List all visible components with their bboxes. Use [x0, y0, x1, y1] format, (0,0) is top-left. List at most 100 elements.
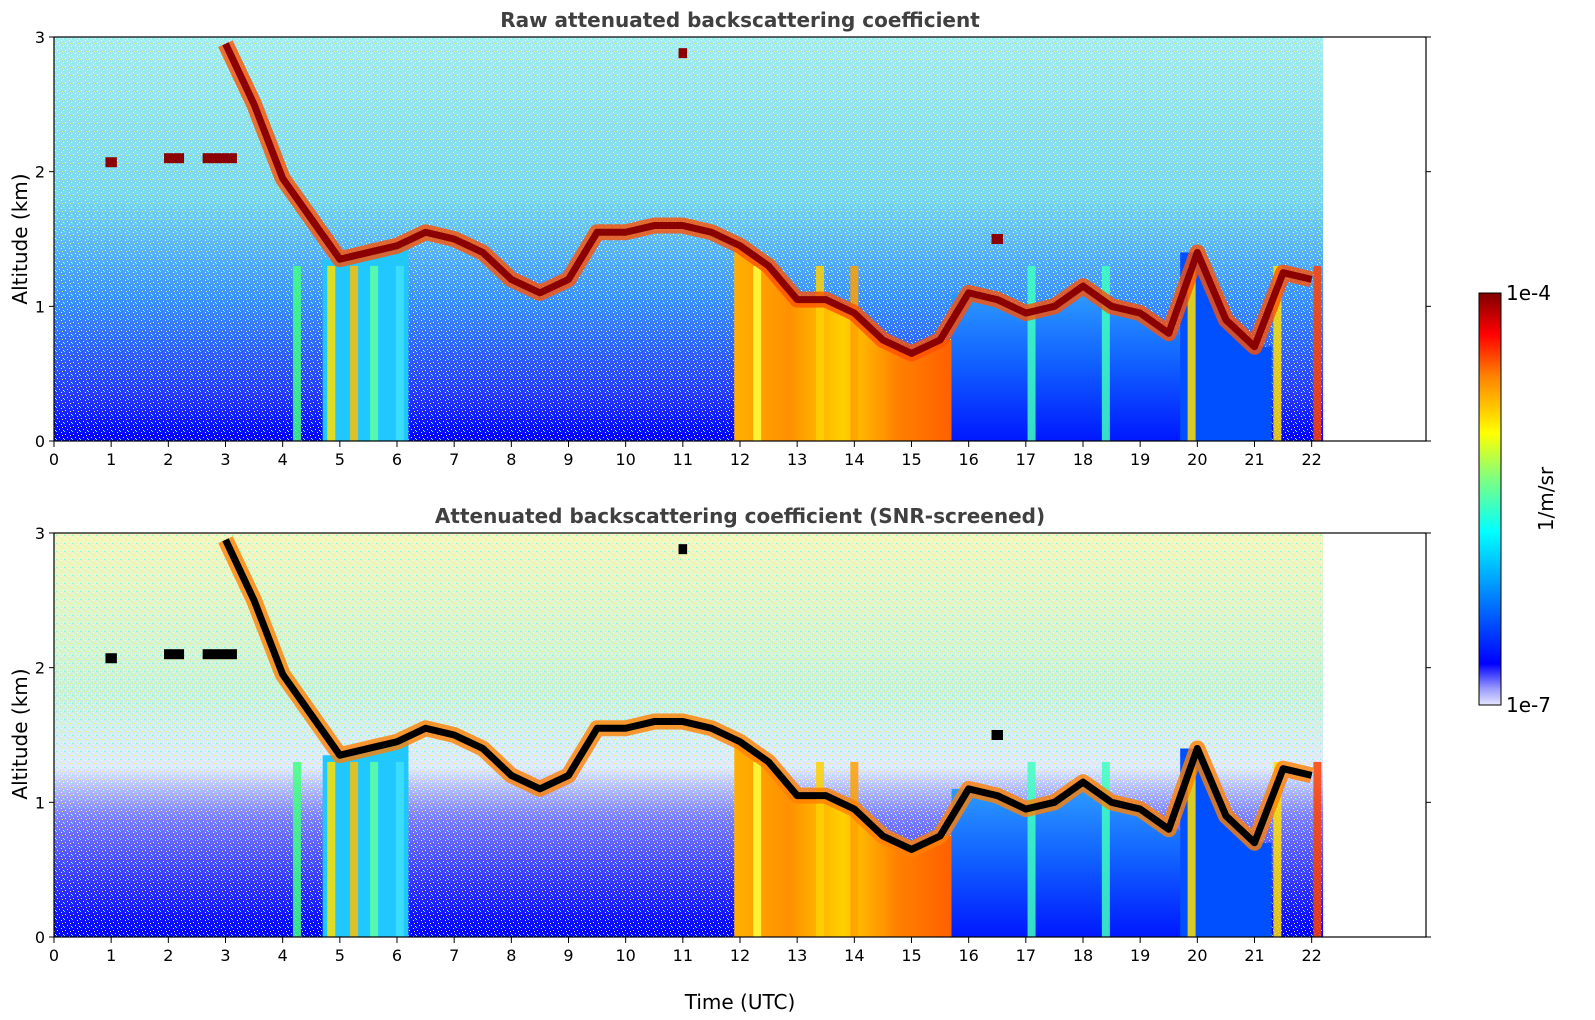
colorbar-label: 1/m/sr [1534, 466, 1558, 531]
cloud-patch [164, 153, 185, 164]
rain-streak [292, 761, 301, 937]
x-tick-label: 14 [844, 946, 864, 965]
rain-streak [1027, 265, 1036, 441]
y-tick-label: 2 [35, 163, 45, 182]
cloud-layer [222, 538, 1313, 853]
cloud-patch [164, 649, 185, 660]
x-tick-label: 10 [615, 946, 635, 965]
cloud-layer [222, 42, 1313, 357]
x-tick-label: 11 [673, 450, 693, 469]
x-tick-label: 14 [844, 450, 864, 469]
cloud-patch [105, 653, 117, 664]
rain-streak [1313, 761, 1322, 937]
x-tick-label: 17 [1016, 946, 1036, 965]
x-tick-label: 7 [449, 946, 459, 965]
x-tick-label: 21 [1244, 450, 1264, 469]
y-tick-label: 0 [35, 928, 45, 947]
rain-streak [350, 265, 359, 441]
y-tick-label: 0 [35, 432, 45, 451]
rain-streak [1273, 761, 1282, 937]
x-tick-label: 20 [1187, 946, 1207, 965]
rain-streak [1101, 761, 1110, 937]
rain-streak [370, 761, 379, 937]
rain-streak [395, 265, 404, 441]
x-tick-label: 22 [1301, 450, 1321, 469]
x-tick-label: 8 [506, 946, 516, 965]
rain-streak [1313, 265, 1322, 441]
x-tick-label: 17 [1016, 450, 1036, 469]
colorbar-gradient [1478, 292, 1502, 706]
panel1-title: Raw attenuated backscattering coefficien… [500, 8, 980, 32]
panel2-ylabel: Altitude (km) [8, 668, 32, 799]
x-tick-label: 12 [730, 450, 750, 469]
rain-streak [1027, 761, 1036, 937]
cloud-patch [202, 649, 237, 660]
y-tick-label: 3 [35, 524, 45, 543]
x-tick-label: 2 [163, 946, 173, 965]
boundary-layer-region [951, 286, 1181, 441]
x-tick-label: 16 [958, 946, 978, 965]
x-tick-label: 9 [563, 946, 573, 965]
virga-region [322, 245, 409, 441]
panel2-xlabel: Time (UTC) [684, 990, 796, 1014]
cloud-patch [678, 48, 688, 59]
x-tick-label: 9 [563, 450, 573, 469]
panel1-ylabel: Altitude (km) [8, 173, 32, 304]
rain-streak [327, 761, 336, 937]
x-tick-label: 6 [392, 946, 402, 965]
rain-streak [816, 265, 825, 441]
x-tick-label: 22 [1301, 946, 1321, 965]
y-tick-label: 1 [35, 793, 45, 812]
x-tick-label: 0 [49, 450, 59, 469]
cloud-patch [202, 153, 237, 164]
rain-streak [1187, 761, 1196, 937]
x-tick-label: 5 [335, 450, 345, 469]
cloud-patch [678, 544, 688, 555]
x-tick-label: 6 [392, 450, 402, 469]
x-tick-label: 12 [730, 946, 750, 965]
x-tick-label: 2 [163, 450, 173, 469]
rain-streak [850, 265, 859, 441]
y-tick-label: 3 [35, 28, 45, 47]
rain-streak [850, 761, 859, 937]
x-tick-label: 10 [615, 450, 635, 469]
rain-streak [1187, 265, 1196, 441]
x-tick-label: 5 [335, 946, 345, 965]
boundary-layer-region-2 [1180, 252, 1272, 441]
boundary-layer-region [951, 782, 1181, 937]
rain-streak [816, 761, 825, 937]
x-tick-label: 15 [901, 946, 921, 965]
rain-streak [753, 761, 762, 937]
y-tick-label: 2 [35, 659, 45, 678]
x-tick-label: 8 [506, 450, 516, 469]
colorbar-max-label: 1e-4 [1506, 281, 1551, 305]
boundary-layer-region-2 [1180, 748, 1272, 937]
y-tick-label: 1 [35, 297, 45, 316]
x-tick-label: 0 [49, 946, 59, 965]
rain-streak [292, 265, 301, 441]
x-tick-label: 18 [1073, 450, 1093, 469]
rain-streak [327, 265, 336, 441]
x-tick-label: 4 [278, 450, 288, 469]
x-tick-label: 4 [278, 946, 288, 965]
colorbar: 1e-4 1e-7 1/m/sr [1478, 281, 1558, 717]
x-tick-label: 18 [1073, 946, 1093, 965]
x-tick-label: 3 [220, 946, 230, 965]
x-tick-label: 20 [1187, 450, 1207, 469]
virga-region [322, 741, 409, 937]
x-tick-label: 11 [673, 946, 693, 965]
rain-streak [370, 265, 379, 441]
x-tick-label: 13 [787, 946, 807, 965]
rain-streak [395, 761, 404, 937]
cloud-patch [991, 730, 1003, 740]
x-tick-label: 7 [449, 450, 459, 469]
x-tick-label: 15 [901, 450, 921, 469]
x-tick-label: 1 [106, 450, 116, 469]
rain-streak [1273, 265, 1282, 441]
x-tick-label: 13 [787, 450, 807, 469]
x-tick-label: 1 [106, 946, 116, 965]
x-tick-label: 16 [958, 450, 978, 469]
